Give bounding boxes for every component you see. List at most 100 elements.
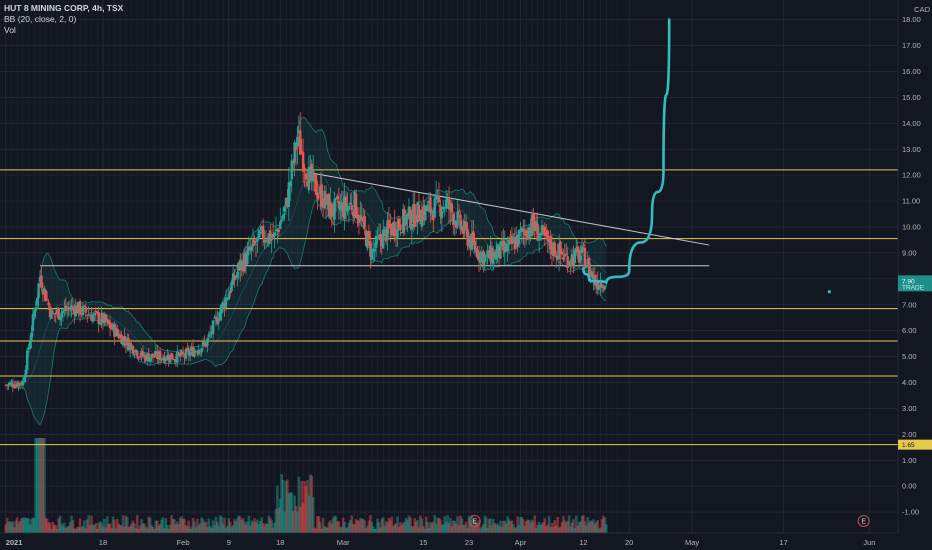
candle-body xyxy=(284,197,288,206)
volume-bar xyxy=(121,515,125,533)
candle-body xyxy=(257,230,261,240)
price-axis: CAD -1.00 0.00 1.00 2.00 3.00 4.00 5.00 6.00 7.00… xyxy=(897,0,932,550)
volume-bar xyxy=(43,438,46,533)
candle-body xyxy=(556,255,559,260)
trend-lines xyxy=(40,171,710,267)
candle-body xyxy=(344,196,348,209)
volume-bar xyxy=(447,523,451,533)
price-tick-label: 13.00 xyxy=(902,145,921,154)
volume-bar xyxy=(234,521,238,533)
volume-bar xyxy=(208,526,212,533)
volume-bar xyxy=(534,528,538,533)
volume-bar xyxy=(111,516,115,533)
candle-body xyxy=(266,241,269,243)
volume-bar xyxy=(590,521,594,533)
volume-bar xyxy=(268,517,272,533)
volume-bar xyxy=(18,520,22,533)
volume-bar xyxy=(351,524,355,533)
volume-bar xyxy=(370,521,374,533)
volume-bar xyxy=(144,526,148,533)
candle-body xyxy=(114,327,118,337)
volume-bar xyxy=(155,520,159,533)
volume-bar xyxy=(210,528,213,533)
volume-bar xyxy=(416,519,419,533)
candle-body xyxy=(593,274,597,286)
candle-body xyxy=(382,229,385,249)
candle-body xyxy=(50,310,53,319)
candle-body xyxy=(86,314,89,316)
candle-body xyxy=(177,352,180,355)
trend-line[interactable] xyxy=(308,171,710,246)
candle-body xyxy=(147,353,150,362)
volume-bar xyxy=(321,517,325,533)
candle-body xyxy=(493,252,496,259)
candle-body xyxy=(596,280,599,289)
candle-body xyxy=(68,309,72,311)
volume-bar xyxy=(586,517,590,533)
volume-bar xyxy=(174,524,178,533)
projection-curve[interactable] xyxy=(582,18,671,284)
candles xyxy=(4,112,608,393)
volume-bar xyxy=(135,515,139,533)
volume-bar xyxy=(359,517,362,533)
volume-bar xyxy=(224,528,228,533)
candle-body xyxy=(507,239,511,245)
volume-bar xyxy=(440,524,444,533)
candle-body xyxy=(410,224,414,230)
volume-bar xyxy=(439,519,442,533)
candle-body xyxy=(430,210,434,214)
earnings-event-icon[interactable] xyxy=(857,515,870,527)
volume-bar xyxy=(587,522,591,533)
price-tick-label: 11.00 xyxy=(902,197,920,206)
volume-bar xyxy=(454,523,458,533)
candle-body xyxy=(171,358,175,360)
candle-body xyxy=(394,233,398,237)
candle-body xyxy=(239,260,242,271)
candle-body xyxy=(168,354,172,363)
candle-body xyxy=(476,250,479,258)
candle-body xyxy=(80,312,83,314)
time-tick-label: Mar xyxy=(337,538,350,547)
volume-bar xyxy=(258,521,262,533)
volume-bar xyxy=(542,522,545,533)
volume-bar xyxy=(444,521,448,533)
volume-bar xyxy=(105,516,109,533)
candle-body xyxy=(550,246,554,255)
candle-body xyxy=(67,307,70,309)
candle-body xyxy=(527,227,531,239)
volume-bar xyxy=(158,523,162,533)
candle-body xyxy=(73,308,76,315)
volume-bar xyxy=(73,528,76,533)
candle-body xyxy=(360,217,363,221)
candle-body xyxy=(353,191,356,218)
candle-body xyxy=(301,152,305,172)
volume-bar xyxy=(12,527,16,533)
volume-bar xyxy=(473,521,477,533)
volume-bar xyxy=(421,526,425,533)
volume-bar xyxy=(369,515,372,533)
price-axis-bg xyxy=(898,0,932,550)
volume-bar xyxy=(339,527,342,533)
candle-body xyxy=(100,313,103,322)
volume-bar xyxy=(340,526,344,533)
candle-body xyxy=(486,250,489,255)
volume-bar xyxy=(459,515,462,533)
earnings-event-icon[interactable] xyxy=(468,515,481,527)
candle-body xyxy=(35,297,39,306)
volume-bar xyxy=(584,525,588,533)
volume-bar xyxy=(21,517,25,533)
volume-bar xyxy=(411,526,415,533)
volume-bar xyxy=(134,528,138,533)
candle-body xyxy=(294,146,298,150)
candle-body xyxy=(154,351,158,357)
volume-bar xyxy=(203,522,206,533)
time-tick-label: 12 xyxy=(579,538,587,547)
candle-body xyxy=(354,193,358,218)
candle-body xyxy=(334,197,338,200)
volume-bar xyxy=(387,517,391,533)
candle-body xyxy=(279,221,282,230)
volume-bar xyxy=(104,527,108,533)
candle-body xyxy=(45,299,49,301)
